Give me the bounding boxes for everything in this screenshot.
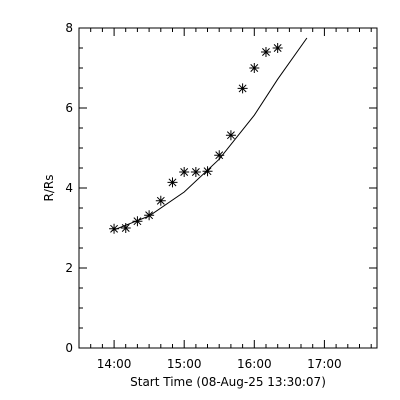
data-point [272, 43, 283, 53]
data-point [109, 223, 120, 234]
x-tick-label: 14:00 [97, 357, 132, 371]
y-tick-label: 4 [65, 181, 73, 195]
data-point [249, 63, 260, 73]
data-point [120, 223, 131, 233]
x-axis-label: Start Time (08-Aug-25 13:30:07) [130, 375, 326, 389]
y-axis-ticks: 0 2 4 6 8 [65, 21, 377, 355]
data-point [202, 166, 213, 177]
plot-frame [78, 27, 378, 349]
data-point [155, 195, 166, 206]
y-axis-label: R/Rs [42, 175, 56, 202]
x-axis-ticks: 14:00 15:00 16:00 17:00 [90, 28, 372, 371]
data-point [260, 47, 271, 57]
y-tick-label: 8 [65, 21, 73, 35]
data-point [237, 83, 248, 94]
data-point [179, 167, 190, 177]
y-tick-label: 0 [65, 341, 73, 355]
x-tick-label: 17:00 [307, 357, 342, 371]
x-tick-label: 15:00 [167, 357, 202, 371]
data-points-layer [109, 43, 283, 234]
data-point [132, 216, 143, 227]
data-point [214, 150, 225, 161]
y-tick-label: 2 [65, 261, 73, 275]
data-point [190, 167, 201, 177]
x-tick-label: 16:00 [237, 357, 272, 371]
fit-curve-layer [111, 37, 308, 232]
data-point [225, 130, 236, 141]
data-point [167, 177, 178, 188]
y-tick-label: 6 [65, 101, 73, 115]
fit-curve [111, 37, 308, 232]
data-point [144, 210, 155, 221]
